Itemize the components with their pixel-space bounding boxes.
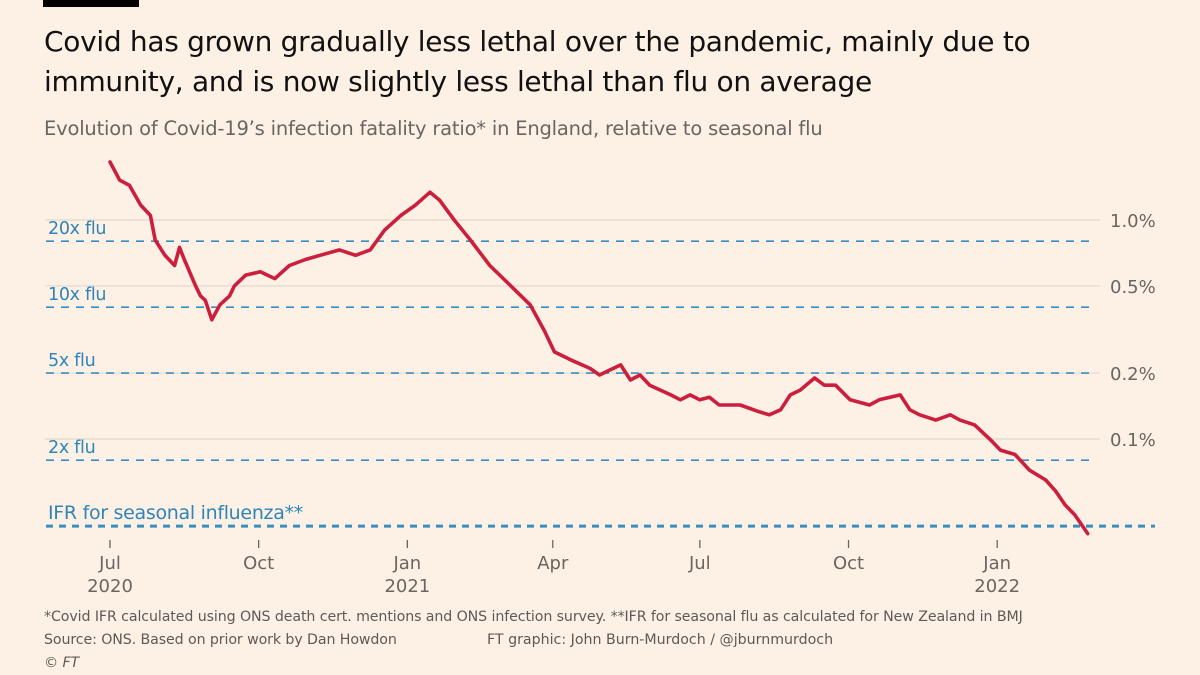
reference-label: IFR for seasonal influenza** xyxy=(48,502,303,524)
x-tick-label: Jan xyxy=(982,553,1011,574)
x-tick-label: Apr xyxy=(537,553,569,574)
reference-label: 5x flu xyxy=(48,351,95,371)
ifr-series-line xyxy=(108,160,1090,536)
reference-label: 10x flu xyxy=(48,285,106,305)
reference-label: 2x flu xyxy=(48,438,95,458)
ft-brand-bar xyxy=(43,0,139,7)
x-tick-label: Jan xyxy=(392,553,421,574)
reference-label: 20x flu xyxy=(48,219,106,239)
copyright: © FT xyxy=(44,655,80,671)
x-tick-label: Oct xyxy=(833,553,864,574)
footnote: *Covid IFR calculated using ONS death ce… xyxy=(44,609,1023,625)
x-tick-label: Oct xyxy=(243,553,274,574)
x-tick-year: 2022 xyxy=(974,576,1020,597)
y-tick-label: 0.2% xyxy=(1110,364,1156,385)
y-tick-label: 0.5% xyxy=(1110,277,1156,298)
chart-title: Covid has grown gradually less lethal ov… xyxy=(44,25,1031,98)
y-tick-label: 0.1% xyxy=(1110,430,1156,451)
graphic-credit: FT graphic: John Burn-Murdoch / @jburnmu… xyxy=(487,632,834,648)
y-tick-label: 1.0% xyxy=(1110,211,1156,232)
x-tick-label: Jul xyxy=(688,553,711,574)
x-tick-year: 2021 xyxy=(384,576,430,597)
source-note: Source: ONS. Based on prior work by Dan … xyxy=(44,632,397,648)
x-tick-year: 2020 xyxy=(87,576,133,597)
x-tick-label: Jul xyxy=(98,553,121,574)
chart-subtitle: Evolution of Covid-19’s infection fatali… xyxy=(44,117,823,140)
